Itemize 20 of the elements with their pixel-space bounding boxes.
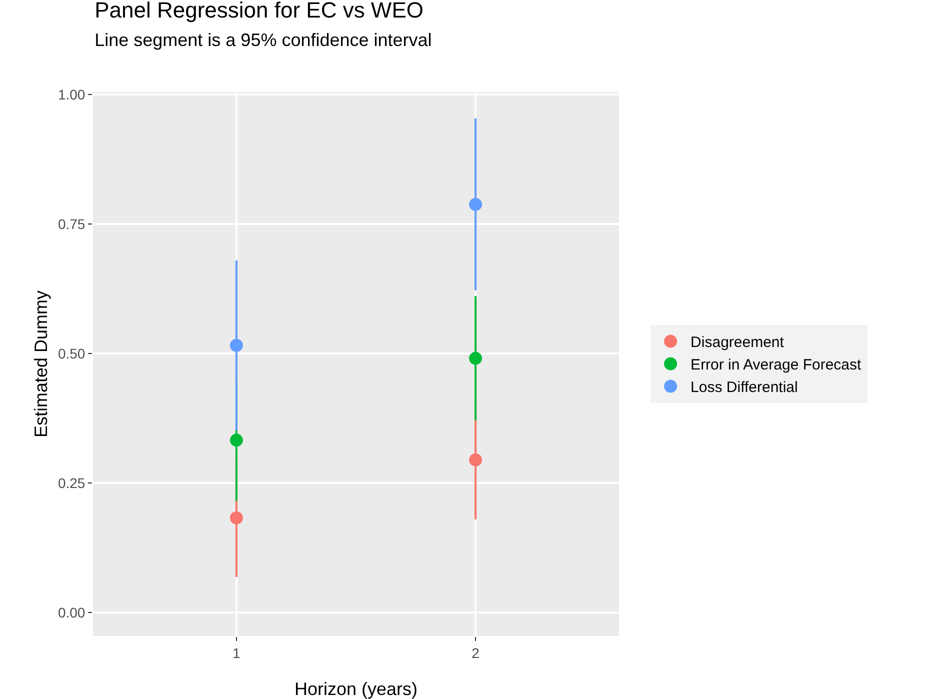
point	[469, 453, 482, 466]
point	[230, 434, 243, 447]
legend-label: Disagreement	[690, 334, 785, 352]
legend-label: Loss Differential	[690, 379, 798, 396]
x-axis-title: Horizon (years)	[294, 679, 418, 699]
y-tick-label: 0.75	[58, 216, 86, 232]
point	[469, 198, 482, 211]
chart-subtitle: Line segment is a 95% confidence interval	[94, 30, 432, 50]
legend-label: Error in Average Forecast	[690, 356, 862, 374]
point	[230, 511, 243, 524]
y-tick-label: 0.00	[58, 604, 86, 621]
chart-title: Panel Regression for EC vs WEO	[94, 0, 424, 22]
point	[469, 352, 482, 365]
y-tick-label: 0.25	[58, 475, 86, 492]
y-tick-label: 0.50	[58, 346, 86, 362]
y-tick-label: 1.00	[58, 86, 86, 102]
point	[230, 338, 243, 352]
x-tick-label: 2	[472, 644, 480, 661]
x-tick-label: 1	[232, 644, 241, 661]
y-axis-title: Estimated Dummy	[31, 290, 51, 438]
